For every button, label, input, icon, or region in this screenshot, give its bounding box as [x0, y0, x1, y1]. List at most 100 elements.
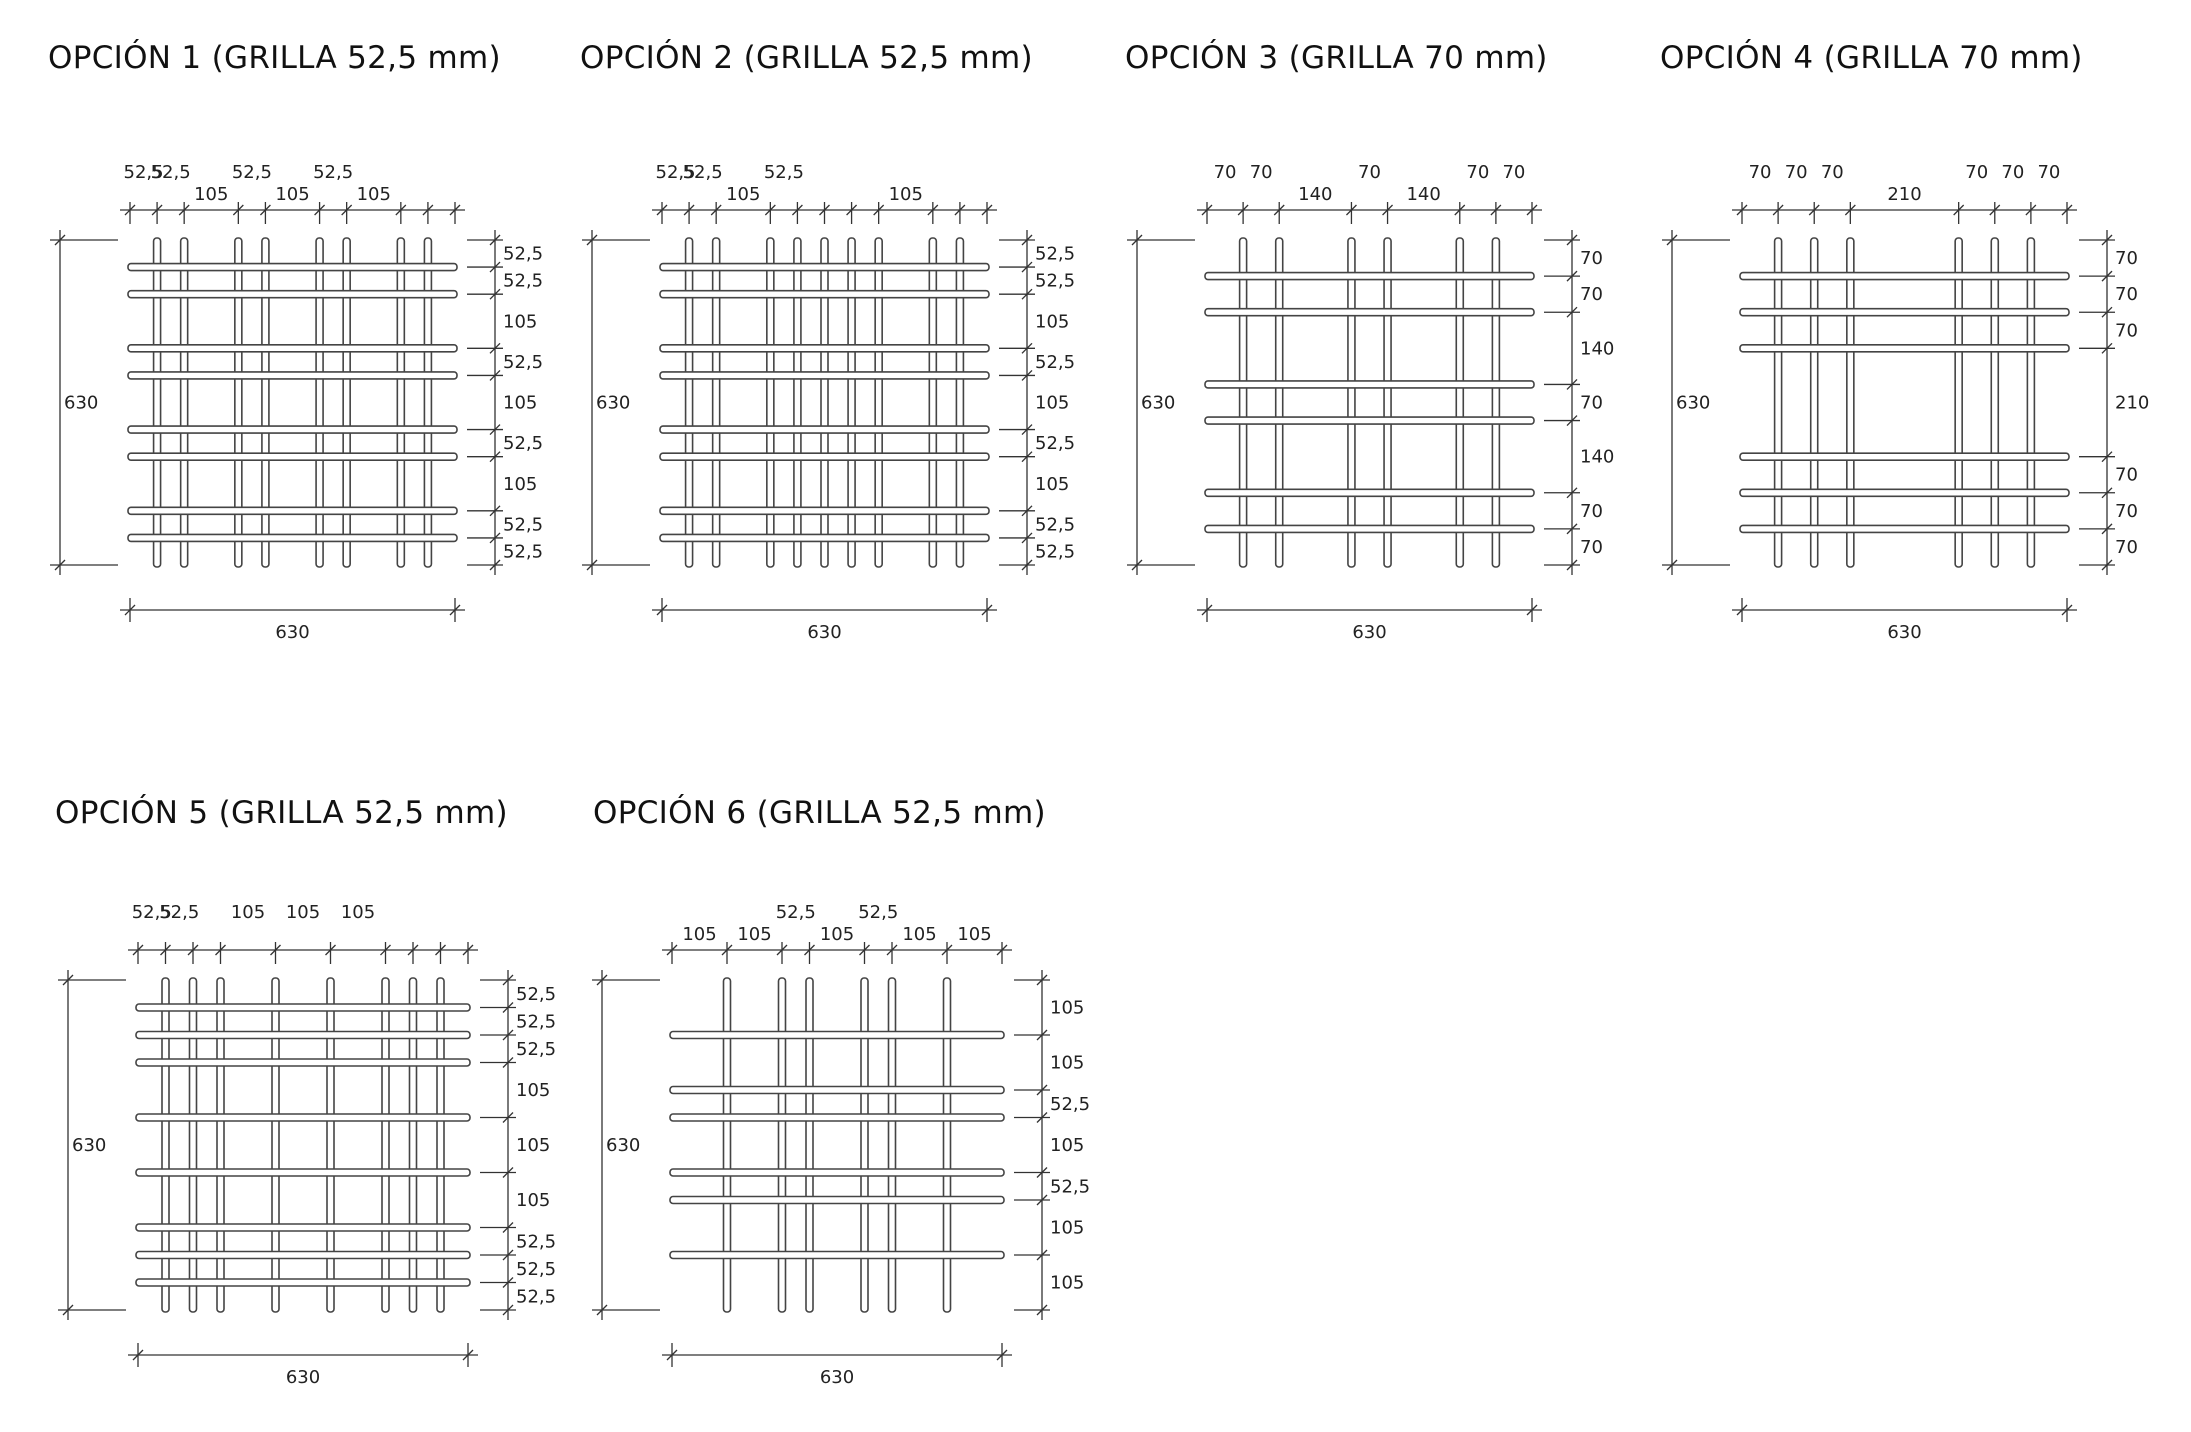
vertical-rebar: [2026, 237, 2036, 568]
right-dimension-label: 105: [1035, 311, 1069, 332]
horizontal-rebar: [659, 425, 990, 434]
vertical-rebar: [261, 237, 270, 568]
horizontal-rebar: [1739, 452, 2070, 461]
right-dimension-label: 70: [1580, 501, 1603, 522]
horizontal-rebar: [659, 533, 990, 543]
vertical-rebar: [722, 977, 732, 1313]
horizontal-rebar: [1204, 416, 1535, 425]
vertical-rebar: [1954, 237, 1963, 568]
vertical-rebar: [1491, 237, 1501, 568]
top-dimension-label: 70: [1785, 162, 1808, 183]
horizontal-rebar: [135, 1003, 471, 1012]
right-dimension-label: 140: [1580, 447, 1614, 468]
right-dimension-label: 52,5: [503, 352, 543, 373]
left-overall-dimension: 630: [592, 970, 660, 1320]
right-dimension-label: 52,5: [516, 984, 556, 1005]
right-dimension-label: 52,5: [1035, 514, 1075, 535]
top-dimension-label: 52,5: [124, 162, 164, 183]
left-overall-dimension: 630: [50, 230, 118, 575]
right-dimension-label: 52,5: [516, 1259, 556, 1280]
right-dimension-label: 52,5: [503, 541, 543, 562]
horizontal-rebar: [669, 1250, 1005, 1260]
right-dimension-label: 52,5: [1050, 1094, 1090, 1115]
vertical-rebar: [423, 237, 433, 568]
panel-title: OPCIÓN 4 (GRILLA 70 mm): [1660, 39, 2083, 76]
top-dimension-label: 105: [275, 184, 309, 205]
right-dimension-label: 52,5: [1035, 541, 1075, 562]
vertical-rebar: [1773, 237, 1783, 568]
right-dimension-label: 105: [1035, 474, 1069, 495]
horizontal-rebar: [135, 1168, 471, 1177]
horizontal-rebar: [127, 425, 458, 434]
vertical-rebar: [847, 237, 856, 568]
top-dimension-label: 70: [2001, 162, 2024, 183]
horizontal-rebar: [1739, 524, 2070, 534]
right-dimension-label: 52,5: [516, 1286, 556, 1307]
top-dimension-label: 105: [194, 184, 228, 205]
horizontal-rebar: [1204, 380, 1535, 389]
right-dimension-label: 52,5: [503, 271, 543, 292]
vertical-rebar: [381, 977, 390, 1313]
horizontal-rebar: [135, 1113, 471, 1122]
right-dimension-label: 52,5: [1035, 244, 1075, 265]
rebar-grid: [127, 237, 458, 568]
left-total-label: 630: [606, 1135, 640, 1156]
right-dimension-label: 70: [1580, 537, 1603, 558]
right-dimension-label: 105: [1035, 393, 1069, 414]
bottom-total-label: 630: [1352, 622, 1386, 643]
panel-option-5: OPCIÓN 5 (GRILLA 52,5 mm) 52,5 105 105 1055…: [55, 794, 556, 1388]
right-dimension-label: 52,5: [1035, 352, 1075, 373]
top-dimension-label: 52,5: [858, 902, 898, 923]
rebar-grid: [1739, 237, 2070, 568]
top-dimension-label: 52,5: [159, 902, 199, 923]
horizontal-rebar: [1739, 271, 2070, 281]
top-dimension-label: 70: [1358, 162, 1381, 183]
bottom-total-label: 630: [1887, 622, 1921, 643]
bottom-total-label: 630: [820, 1367, 854, 1388]
vertical-rebar: [793, 237, 802, 568]
right-dimension-label: 70: [2115, 501, 2138, 522]
vertical-rebar: [766, 237, 775, 568]
rebar-grid: [1204, 237, 1535, 568]
right-dimension-label: 105: [516, 1190, 550, 1211]
right-dimension-label: 52,5: [503, 244, 543, 265]
bottom-overall-dimension: 630: [128, 1343, 478, 1388]
vertical-rebar: [326, 977, 335, 1313]
horizontal-rebar: [127, 262, 458, 272]
top-dimension-chain: 52,5 105 105 105 52,5: [128, 902, 478, 964]
horizontal-rebar: [127, 452, 458, 461]
top-dimension-label: 140: [1406, 184, 1440, 205]
horizontal-rebar: [659, 344, 990, 353]
right-dimension-label: 52,5: [516, 1231, 556, 1252]
bottom-overall-dimension: 630: [1732, 598, 2077, 643]
left-overall-dimension: 630: [58, 970, 126, 1320]
bottom-total-label: 630: [807, 622, 841, 643]
vertical-rebar: [234, 237, 243, 568]
vertical-rebar: [874, 237, 883, 568]
vertical-rebar: [271, 977, 280, 1313]
right-dimension-label: 70: [2115, 320, 2138, 341]
vertical-rebar: [777, 977, 787, 1313]
top-dimension-label: 210: [1887, 184, 1921, 205]
panel-option-3: OPCIÓN 3 (GRILLA 70 mm) 70 70 70 70 70 140 140…: [1125, 39, 1614, 643]
top-dimension-label: 52,5: [313, 162, 353, 183]
horizontal-rebar: [135, 1058, 471, 1067]
left-total-label: 630: [1141, 393, 1175, 414]
right-dimension-chain: 105 105 52,5 105 52,5 105 105: [1014, 970, 1090, 1320]
vertical-rebar: [805, 977, 814, 1313]
horizontal-rebar: [127, 533, 458, 543]
right-dimension-label: 105: [503, 311, 537, 332]
top-dimension-label: 52,5: [132, 902, 172, 923]
top-dimension-label: 70: [1749, 162, 1772, 183]
top-dimension-label: 105: [957, 924, 991, 945]
vertical-rebar: [408, 977, 418, 1313]
vertical-rebar: [188, 977, 198, 1313]
horizontal-rebar: [127, 506, 458, 516]
horizontal-rebar: [659, 506, 990, 516]
panel-option-2: OPCIÓN 2 (GRILLA 52,5 mm) 52,552,5 52,510…: [580, 39, 1075, 643]
right-dimension-label: 105: [1050, 1218, 1084, 1239]
right-dimension-label: 70: [2115, 537, 2138, 558]
